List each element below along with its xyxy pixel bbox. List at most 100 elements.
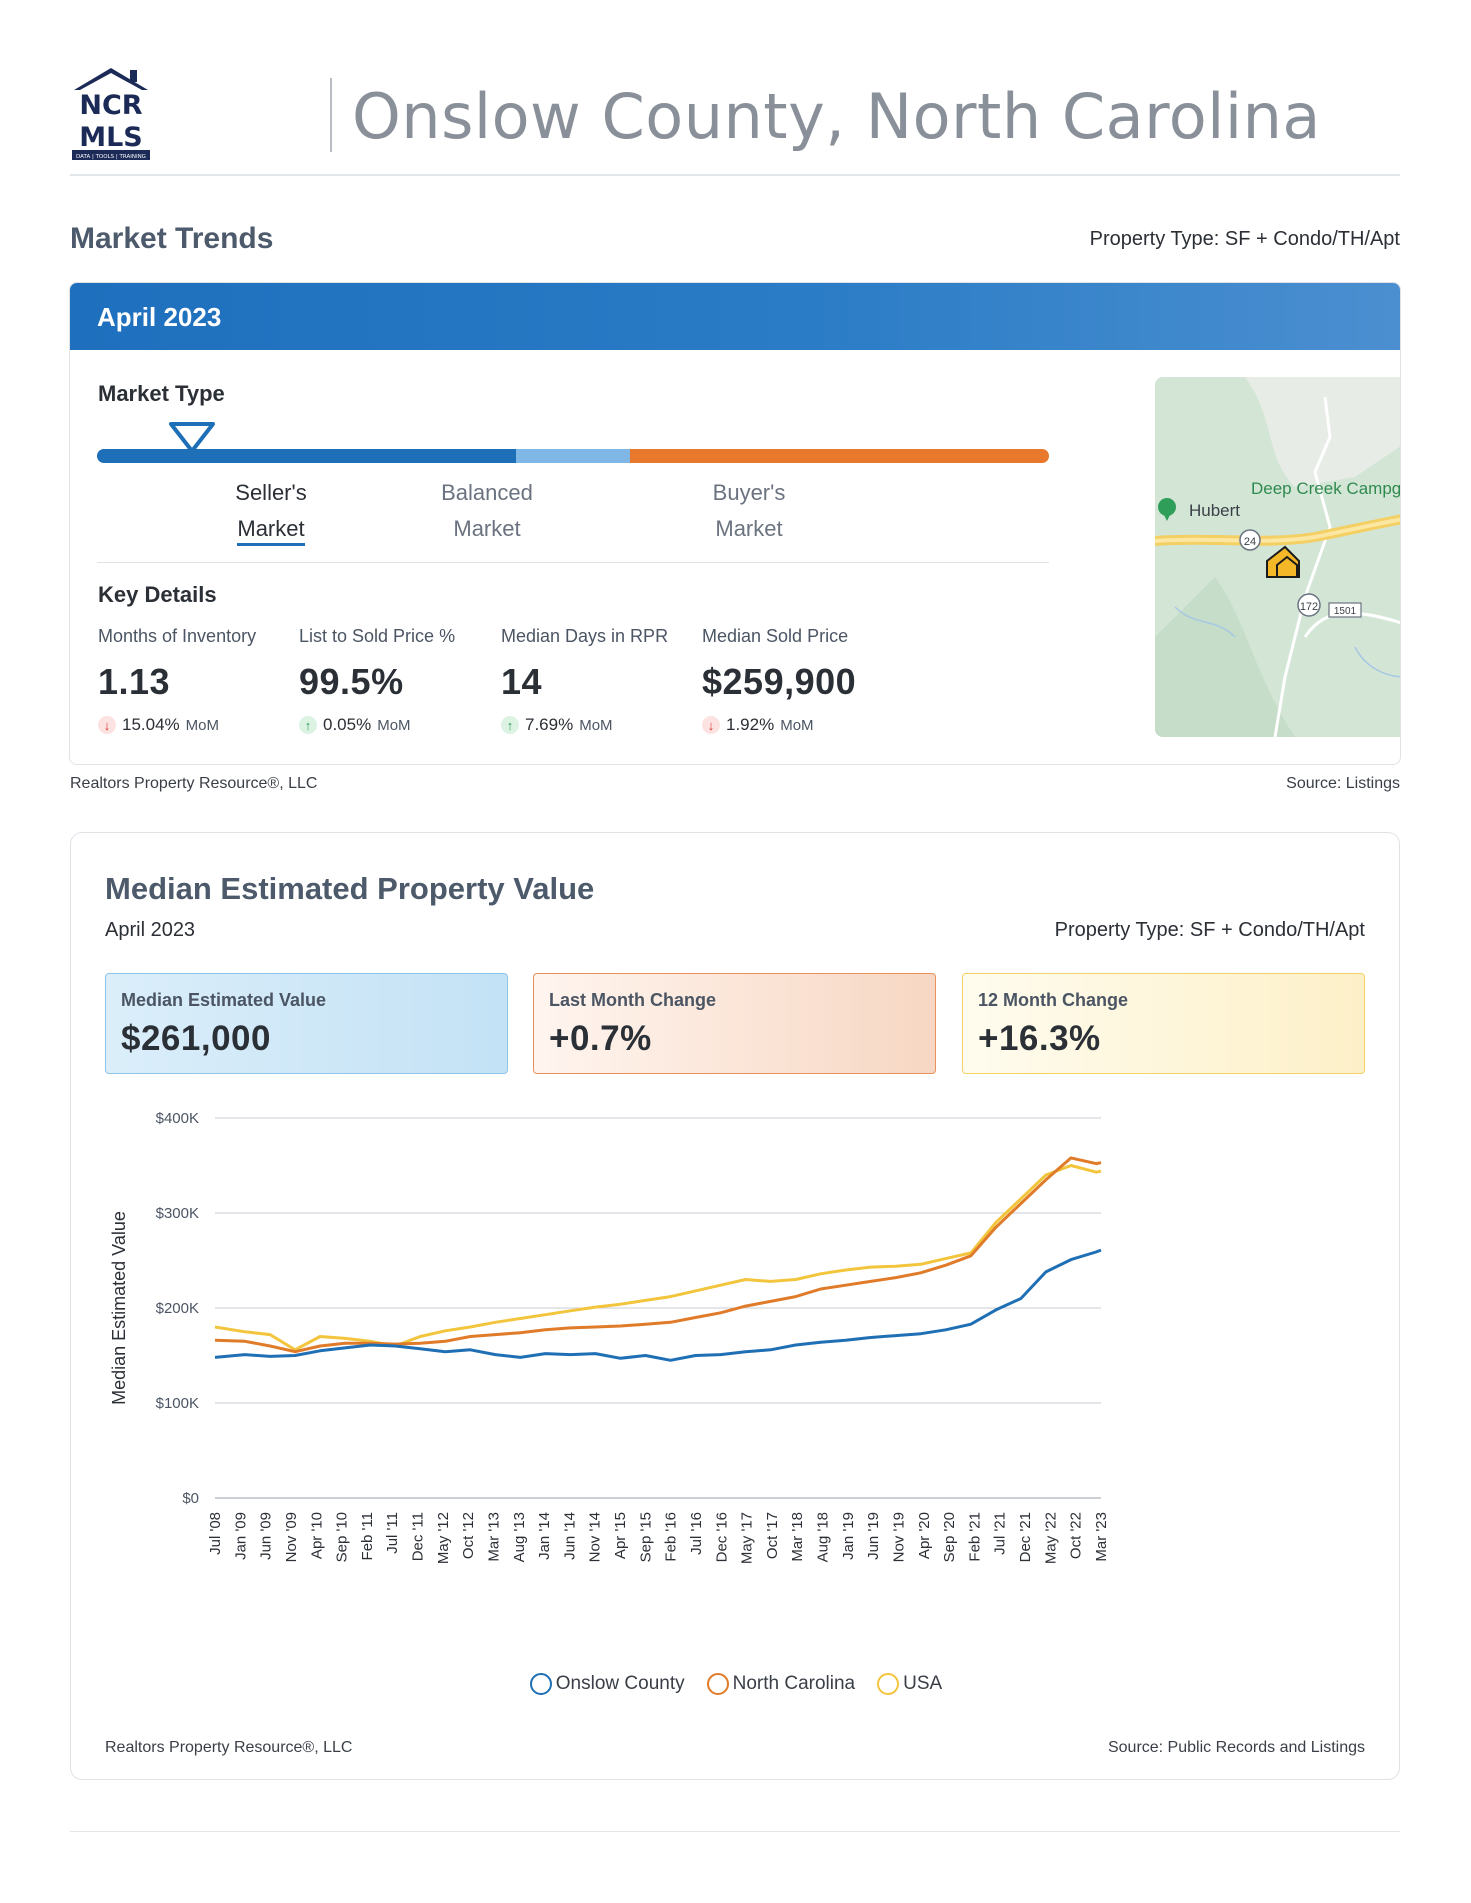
x-tick-label: Nov '14 xyxy=(587,1512,604,1562)
legend-item-north-carolina[interactable]: North Carolina xyxy=(706,1673,856,1695)
buyers-market-label: Buyer's Market xyxy=(684,475,814,547)
key-detail-months-of-inventory: Months of Inventory 1.13 ↓ 15.04% MoM xyxy=(98,626,338,735)
x-tick-label: Oct '17 xyxy=(764,1512,781,1559)
x-tick-label: Jul '16 xyxy=(688,1512,705,1555)
key-detail-change-value: 15.04% xyxy=(122,715,180,734)
key-detail-value: 99.5% xyxy=(299,661,404,702)
stat-value: +0.7% xyxy=(549,1019,652,1058)
sellers-market-label-line1: Seller's xyxy=(235,480,307,505)
market-type-scale-bar xyxy=(97,449,1049,463)
x-tick-label: Jun '19 xyxy=(865,1512,882,1560)
header-rule xyxy=(70,174,1400,176)
bottom-rule xyxy=(70,1831,1400,1832)
x-tick-label: Mar '23 xyxy=(1093,1512,1110,1562)
buyers-market-label-line2: Market xyxy=(715,516,783,541)
key-details-label: Key Details xyxy=(98,582,217,607)
arrow-down-icon: ↓ xyxy=(98,716,116,734)
x-tick-label: Dec '21 xyxy=(1017,1512,1034,1562)
balanced-market-segment xyxy=(515,449,631,463)
y-tick-label: $100K xyxy=(156,1395,199,1412)
map-place-label: Hubert xyxy=(1189,501,1240,520)
x-tick-label: Jul '11 xyxy=(384,1512,401,1554)
market-trends-divider xyxy=(97,562,1049,563)
market-trends-title: Market Trends xyxy=(70,222,274,255)
arrow-down-icon: ↓ xyxy=(702,716,720,734)
legend-swatch-icon xyxy=(877,1673,900,1695)
key-detail-value: $259,900 xyxy=(702,661,857,702)
x-tick-label: Jun '09 xyxy=(258,1512,275,1560)
key-detail-change-unit: MoM xyxy=(579,716,613,734)
market-trends-property-type: Property Type: SF + Condo/TH/Apt xyxy=(1089,228,1400,250)
key-detail-median-sold-price: Median Sold Price $259,900 ↓ 1.92% MoM xyxy=(702,626,942,735)
key-detail-label: Median Days in RPR xyxy=(501,626,669,646)
x-tick-label: May '22 xyxy=(1042,1512,1059,1564)
stat-median-estimated-value: Median Estimated Value $261,000 xyxy=(105,973,508,1074)
x-tick-label: Jan '09 xyxy=(232,1512,249,1560)
stat-last-month-change: Last Month Change +0.7% xyxy=(533,973,936,1074)
median-value-chart-svg: $0 $100K $200K $300K $400K Median Estimated V… xyxy=(109,1110,1110,1564)
y-tick-label: $0 xyxy=(182,1490,199,1507)
legend-item-usa[interactable]: USA xyxy=(877,1673,942,1695)
key-detail-change-value: 7.69% xyxy=(525,715,574,734)
x-tick-label: Nov '19 xyxy=(890,1512,907,1562)
stat-value: +16.3% xyxy=(978,1019,1101,1058)
key-detail-change: ↓ 1.92% MoM xyxy=(702,715,942,735)
legend-swatch-icon xyxy=(529,1673,552,1695)
key-detail-change-unit: MoM xyxy=(377,716,411,734)
median-value-footnote-right: Source: Public Records and Listings xyxy=(1107,1739,1365,1756)
median-value-card: Median Estimated Property Value April 20… xyxy=(70,832,1400,1780)
sellers-market-segment xyxy=(97,449,516,463)
median-value-footnote-left: Realtors Property Resource®, LLC xyxy=(105,1739,353,1756)
svg-text:MLS: MLS xyxy=(79,122,143,153)
x-tick-label: Feb '21 xyxy=(966,1512,983,1562)
y-tick-label: $400K xyxy=(156,1110,199,1127)
key-detail-change: ↓ 15.04% MoM xyxy=(98,715,338,735)
median-value-period: April 2023 xyxy=(105,919,196,941)
map-place-label: Deep Creek Campgr xyxy=(1251,479,1401,498)
map-route-label: 172 xyxy=(1300,601,1318,613)
stat-label: Median Estimated Value xyxy=(121,990,327,1010)
key-detail-change: ↑ 7.69% MoM xyxy=(501,715,741,735)
map-route-label: 1501 xyxy=(1334,606,1357,617)
market-trends-footnote-left: Realtors Property Resource®, LLC xyxy=(70,775,318,792)
legend-swatch-icon xyxy=(706,1673,729,1695)
series-line-north-carolina xyxy=(214,1156,1102,1354)
key-detail-label: Months of Inventory xyxy=(98,626,257,646)
balanced-market-label: Balanced Market xyxy=(422,475,552,547)
home-marker-icon xyxy=(1266,545,1300,578)
svg-text:DATA | TOOLS | TRAINING: DATA | TOOLS | TRAINING xyxy=(76,154,146,160)
key-detail-value: 14 xyxy=(501,661,543,702)
stat-label: 12 Month Change xyxy=(978,990,1129,1010)
x-tick-label: Apr '15 xyxy=(612,1512,629,1559)
key-detail-change-unit: MoM xyxy=(780,716,814,734)
key-detail-label: List to Sold Price % xyxy=(299,626,456,646)
x-tick-label: Sep '10 xyxy=(334,1512,351,1562)
arrow-up-icon: ↑ xyxy=(501,716,519,734)
key-detail-change-value: 1.92% xyxy=(726,715,775,734)
y-axis-title: Median Estimated Value xyxy=(109,1211,129,1405)
x-tick-label: Jun '14 xyxy=(561,1512,578,1560)
market-trends-period-banner: April 2023 xyxy=(70,283,1400,350)
x-tick-label: Mar '13 xyxy=(485,1512,502,1562)
y-tick-label: $300K xyxy=(156,1205,199,1222)
x-tick-label: May '17 xyxy=(739,1512,756,1564)
market-type-label: Market Type xyxy=(98,381,225,406)
location-map[interactable]: Deep Creek Campgr Hubert 24 172 1501 xyxy=(1155,377,1401,737)
park-pin-icon xyxy=(1158,498,1176,516)
buyers-market-segment xyxy=(630,449,1049,463)
x-tick-label: Feb '16 xyxy=(663,1512,680,1562)
key-detail-change-unit: MoM xyxy=(185,716,220,734)
legend-item-onslow[interactable]: Onslow County xyxy=(529,1673,685,1695)
legend-label: North Carolina xyxy=(732,1673,856,1694)
x-tick-label: Jul '21 xyxy=(992,1512,1009,1555)
x-tick-label: Aug '18 xyxy=(815,1512,832,1562)
market-trends-card: April 2023 Market Type Seller's Market B… xyxy=(69,282,1401,765)
x-tick-label: Oct '12 xyxy=(460,1512,477,1559)
key-detail-value: 1.13 xyxy=(98,661,171,702)
x-tick-label: Dec '16 xyxy=(713,1512,730,1562)
x-tick-label: Mar '18 xyxy=(789,1512,806,1562)
svg-text:NCR: NCR xyxy=(79,90,142,121)
x-tick-label: Nov '09 xyxy=(283,1512,300,1562)
x-tick-label: Oct '22 xyxy=(1068,1512,1085,1559)
buyers-market-label-line1: Buyer's xyxy=(712,480,786,505)
